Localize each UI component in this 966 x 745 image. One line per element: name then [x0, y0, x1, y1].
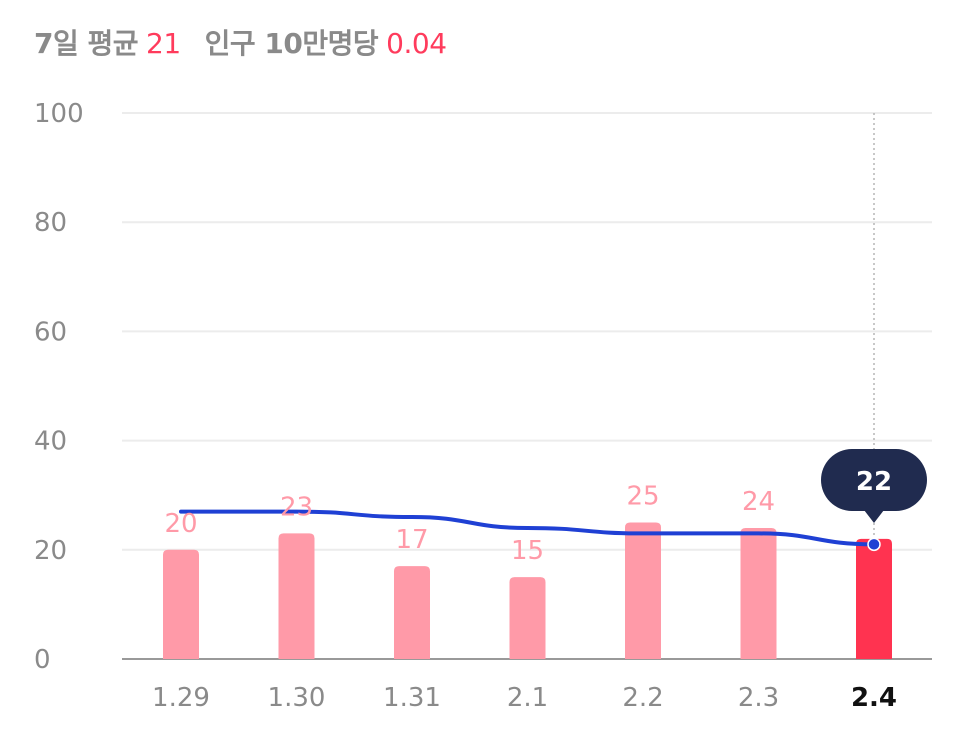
- x-tick-label: 2.1: [507, 683, 548, 713]
- y-tick-label: 100: [34, 99, 84, 129]
- average-line: [179, 509, 876, 547]
- per-100k-label: 인구 10만명당: [204, 27, 379, 60]
- x-tick-label: 1.31: [383, 683, 441, 713]
- bar-2.3: [740, 527, 777, 659]
- data-label: 24: [742, 487, 775, 517]
- x-tick-label: 2.2: [622, 683, 663, 713]
- tooltip-value: 22: [856, 467, 892, 497]
- x-tick-label: 1.29: [152, 683, 210, 713]
- bar-2.2: [625, 522, 661, 659]
- seven-day-average-value: 21: [146, 27, 181, 60]
- x-tick-label: 1.30: [268, 683, 326, 713]
- x-tick-label: 2.3: [738, 683, 779, 713]
- data-label: 20: [164, 509, 197, 539]
- x-tick-label: 2.4: [851, 683, 897, 713]
- y-tick-label: 20: [34, 536, 67, 566]
- tooltip-bubble: [821, 449, 927, 511]
- y-tick-label: 0: [34, 645, 51, 675]
- bar-2.1: [509, 577, 546, 659]
- data-label: 23: [280, 492, 313, 522]
- seven-day-average-label: 7일 평균: [34, 27, 139, 60]
- bar-1.31: [394, 566, 430, 659]
- bar-2.4: [856, 538, 892, 659]
- tooltip-pointer: [864, 510, 884, 523]
- y-tick-label: 60: [34, 317, 67, 347]
- bar-1.29: [163, 549, 199, 659]
- per-100k-value: 0.04: [386, 27, 447, 60]
- data-label: 17: [395, 525, 428, 555]
- average-line-marker: [867, 537, 881, 552]
- y-tick-label: 40: [34, 427, 67, 457]
- data-label: 25: [626, 482, 659, 512]
- summary-bar: 7일 평균 21 인구 10만명당 0.04: [34, 22, 447, 62]
- data-label: 15: [511, 536, 544, 566]
- bar-1.30: [278, 533, 315, 659]
- y-tick-label: 80: [34, 208, 67, 238]
